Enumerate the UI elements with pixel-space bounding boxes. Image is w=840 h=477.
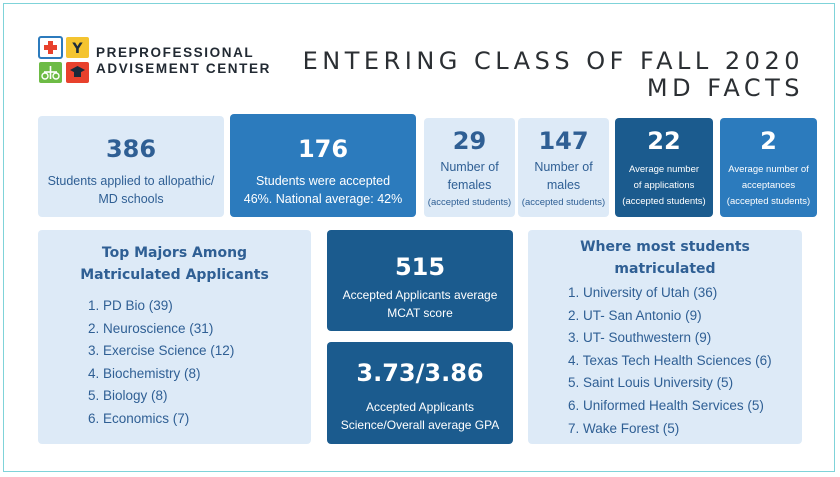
avg-applications-line1: Average number bbox=[628, 164, 700, 175]
org-name-line2: ADVISEMENT CENTER bbox=[96, 61, 271, 76]
list-item: 4. Biochemistry (8) bbox=[88, 365, 201, 381]
list-item: 3. UT- Southwestern (9) bbox=[568, 330, 712, 346]
females-label-line1: Number of bbox=[440, 160, 499, 174]
stat-card-avg-acceptances: 2 Average number of acceptances (accepte… bbox=[720, 118, 817, 217]
top-majors-card: Top Majors Among Matriculated Applicants… bbox=[38, 230, 311, 444]
mcat-label-line1: Accepted Applicants average bbox=[342, 288, 498, 302]
stat-card-avg-applications: 22 Average number of applications (accep… bbox=[615, 118, 713, 217]
schools-heading: Where most students matriculated bbox=[528, 236, 802, 280]
top-majors-heading: Top Majors Among Matriculated Applicants bbox=[38, 242, 311, 286]
schools-list: 1. University of Utah (36) 2. UT- San An… bbox=[568, 282, 802, 440]
schools-heading-line1: Where most students bbox=[580, 239, 750, 255]
applied-label-line1: Students applied to allopathic/ bbox=[47, 174, 215, 188]
schools-heading-line2: matriculated bbox=[614, 261, 716, 277]
list-item: 7. Wake Forest (5) bbox=[568, 420, 680, 436]
stat-card-males: 147 Number of males (accepted students) bbox=[518, 118, 609, 217]
avg-applications-value: 22 bbox=[647, 127, 681, 155]
accepted-value: 176 bbox=[297, 135, 349, 163]
top-majors-list: 1. PD Bio (39) 2. Neuroscience (31) 3. E… bbox=[88, 295, 311, 431]
top-majors-heading-line2: Matriculated Applicants bbox=[80, 267, 269, 283]
accepted-label-line2: 46%. National average: 42% bbox=[243, 192, 403, 206]
females-note: (accepted students) bbox=[427, 197, 512, 208]
stat-card-accepted: 176 Students were accepted 46%. National… bbox=[230, 114, 416, 217]
avg-acceptances-line2: acceptances bbox=[741, 180, 796, 191]
gpa-value: 3.73/3.86 bbox=[356, 359, 484, 387]
avg-applications-line2: of applications bbox=[633, 180, 695, 191]
list-item: 2. UT- San Antonio (9) bbox=[568, 307, 702, 323]
stat-card-applied: 386 Students applied to allopathic/ MD s… bbox=[38, 116, 224, 217]
applied-value: 386 bbox=[105, 135, 157, 163]
matriculation-schools-card: Where most students matriculated 1. Univ… bbox=[528, 230, 802, 444]
list-item: 2. Neuroscience (31) bbox=[88, 320, 214, 336]
mcat-value: 515 bbox=[394, 253, 446, 281]
list-item: 6. Uniformed Health Services (5) bbox=[568, 397, 764, 413]
org-name: PREPROFESSIONAL ADVISEMENT CENTER bbox=[96, 45, 271, 77]
logo-letter: Y bbox=[71, 41, 83, 57]
males-value: 147 bbox=[538, 127, 589, 155]
list-item: 4. Texas Tech Health Sciences (6) bbox=[568, 352, 772, 368]
avg-acceptances-note: (accepted students) bbox=[726, 196, 811, 207]
list-item: 1. PD Bio (39) bbox=[88, 298, 173, 313]
stat-card-mcat: 515 Accepted Applicants average MCAT sco… bbox=[327, 230, 513, 331]
page-title: ENTERING CLASS OF FALL 2020 MD FACTS bbox=[303, 48, 804, 102]
avg-acceptances-value: 2 bbox=[760, 127, 777, 155]
title-line2: MD FACTS bbox=[646, 74, 804, 102]
stat-card-gpa: 3.73/3.86 Accepted Applicants Science/Ov… bbox=[327, 342, 513, 444]
males-label-line2: males bbox=[546, 178, 581, 192]
stat-card-females: 29 Number of females (accepted students) bbox=[424, 118, 515, 217]
avg-acceptances-line1: Average number of bbox=[728, 164, 809, 175]
org-name-line1: PREPROFESSIONAL bbox=[96, 45, 255, 60]
list-item: 1. University of Utah (36) bbox=[568, 285, 718, 300]
applied-label-line2: MD schools bbox=[98, 192, 164, 206]
females-value: 29 bbox=[452, 127, 487, 155]
top-majors-heading-line1: Top Majors Among bbox=[101, 245, 248, 261]
accepted-label-line1: Students were accepted bbox=[255, 174, 391, 188]
gpa-label-line2: Science/Overall average GPA bbox=[340, 418, 500, 432]
advisement-center-logo: Y bbox=[38, 36, 89, 83]
list-item: 5. Saint Louis University (5) bbox=[568, 375, 734, 391]
title-line1: ENTERING CLASS OF FALL 2020 bbox=[302, 47, 804, 75]
gpa-label-line1: Accepted Applicants bbox=[365, 400, 475, 414]
list-item: 3. Exercise Science (12) bbox=[88, 343, 235, 359]
list-item: 5. Biology (8) bbox=[88, 388, 168, 404]
females-label-line2: females bbox=[447, 178, 492, 192]
males-label-line1: Number of bbox=[534, 160, 593, 174]
mcat-label-line2: MCAT score bbox=[387, 306, 453, 320]
list-item: 6. Economics (7) bbox=[88, 410, 190, 426]
males-note: (accepted students) bbox=[521, 197, 606, 208]
avg-applications-note: (accepted students) bbox=[622, 196, 706, 207]
